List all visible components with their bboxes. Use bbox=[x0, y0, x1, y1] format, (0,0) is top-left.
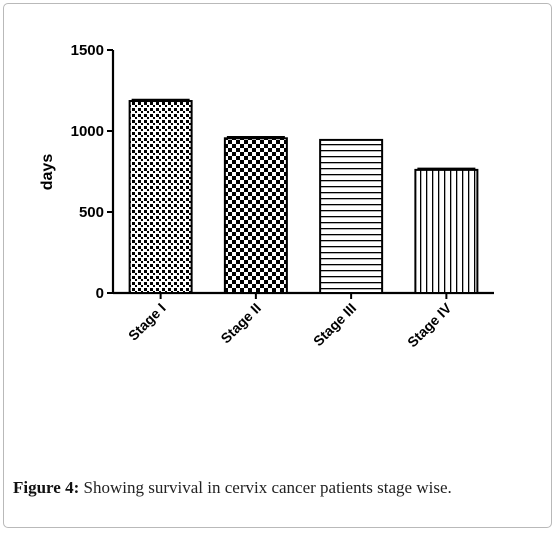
x-ticks: Stage I Stage II Stage III Stage IV bbox=[125, 293, 455, 350]
bar-stage-i bbox=[128, 100, 193, 294]
y-tick-label: 1000 bbox=[71, 123, 104, 140]
bar-stage-iii bbox=[319, 138, 384, 294]
y-tick-label: 0 bbox=[96, 285, 104, 302]
caption-text: Showing survival in cervix cancer patien… bbox=[79, 478, 452, 497]
bar-stage-iv bbox=[414, 168, 479, 295]
x-tick-label: Stage III bbox=[310, 300, 359, 349]
figure-caption: Figure 4: Showing survival in cervix can… bbox=[13, 478, 543, 498]
bars bbox=[128, 100, 479, 295]
y-axis-label: days bbox=[39, 154, 56, 191]
x-tick-label: Stage I bbox=[125, 300, 169, 344]
y-tick-label: 500 bbox=[79, 204, 104, 221]
caption-label: Figure 4 bbox=[13, 478, 74, 497]
error-bars bbox=[131, 98, 476, 170]
x-tick-label: Stage II bbox=[217, 300, 264, 347]
caption-separator: : bbox=[73, 478, 80, 497]
bar-stage-ii bbox=[223, 137, 288, 294]
x-tick-label: Stage IV bbox=[404, 299, 455, 350]
y-ticks: 0 500 1000 1500 bbox=[71, 42, 113, 302]
y-tick-label: 1500 bbox=[71, 42, 104, 59]
